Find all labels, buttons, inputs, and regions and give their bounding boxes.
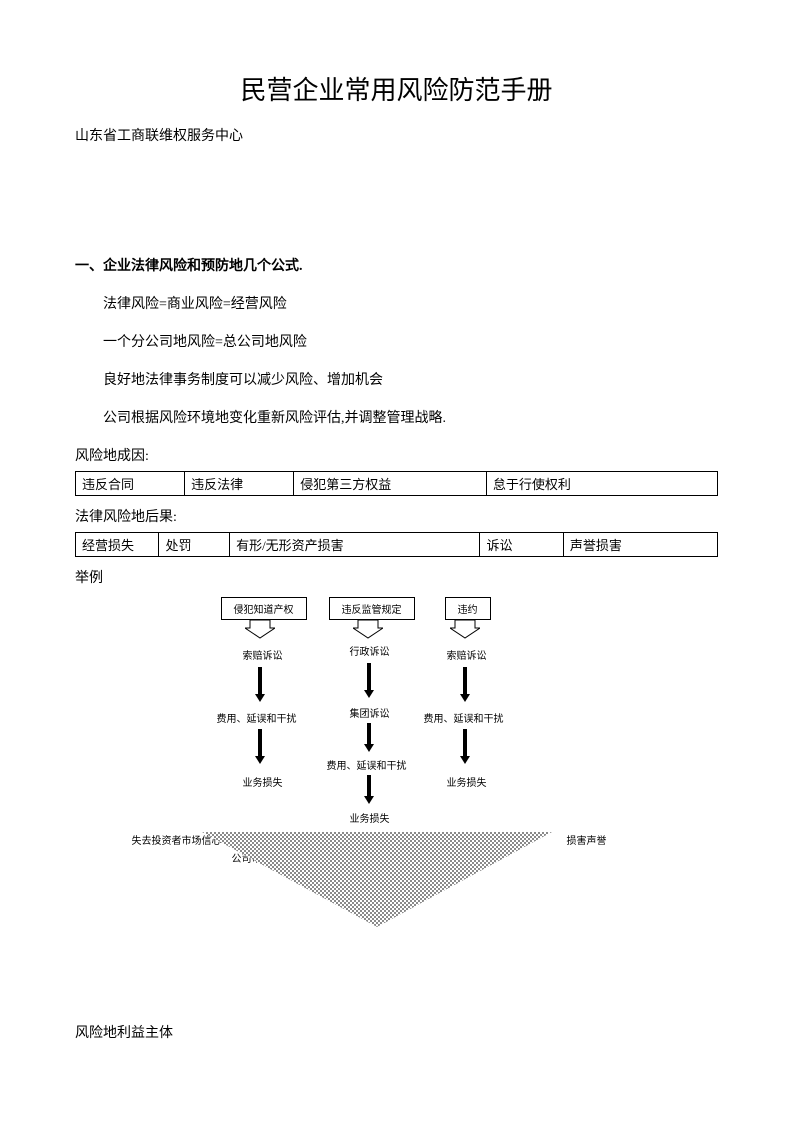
section-heading: 一、企业法律风险和预防地几个公式. <box>75 255 718 275</box>
outline-arrow-icon <box>245 619 275 639</box>
arrow-icon <box>460 756 470 764</box>
table-cell: 处罚 <box>159 533 230 557</box>
arrow-icon <box>364 744 374 752</box>
outline-arrow-icon <box>353 619 383 639</box>
arrow-icon <box>463 729 467 757</box>
arrow-icon <box>463 667 467 695</box>
para-1: 法律风险=商业风险=经营风险 <box>75 293 718 313</box>
flow-label: 业务损失 <box>447 774 487 789</box>
flow-label: 业务损失 <box>243 774 283 789</box>
arrow-icon <box>367 723 371 745</box>
arrow-icon <box>367 663 371 691</box>
flow-label: 业务损失 <box>350 810 390 825</box>
table-cell: 违反法律 <box>185 472 294 496</box>
flowchart: 侵犯知道产权 违反监管规定 违约 索赔诉讼 行政诉讼 索赔诉讼 费用、延误和干扰… <box>137 597 657 952</box>
flow-label: 索赔诉讼 <box>447 647 487 662</box>
flow-label: 费用、延误和干扰 <box>327 757 407 772</box>
footer-heading: 风险地利益主体 <box>75 1022 718 1042</box>
flow-label: 集团诉讼 <box>350 705 390 720</box>
para-2: 一个分公司地风险=总公司地风险 <box>75 331 718 351</box>
table-cell: 有形/无形资产损害 <box>230 533 480 557</box>
table-cell: 怠于行使权利 <box>486 472 717 496</box>
flow-side-right: 损害声誉 <box>567 832 607 847</box>
flow-label: 索赔诉讼 <box>243 647 283 662</box>
example-label: 举例 <box>75 567 718 587</box>
arrow-icon <box>255 694 265 702</box>
page-title: 民营企业常用风险防范手册 <box>75 70 718 107</box>
para-4: 公司根据风险环境地变化重新风险评估,并调整管理战略. <box>75 407 718 427</box>
arrow-icon <box>367 775 371 797</box>
arrow-icon <box>258 667 262 695</box>
table-cell: 侵犯第三方权益 <box>294 472 487 496</box>
consequences-table: 经营损失 处罚 有形/无形资产损害 诉讼 声誉损害 <box>75 532 718 557</box>
table-cell: 经营损失 <box>76 533 159 557</box>
arrow-icon <box>460 694 470 702</box>
subtitle: 山东省工商联维权服务中心 <box>75 125 718 145</box>
big-triangle-icon <box>202 832 552 930</box>
arrow-icon <box>258 729 262 757</box>
arrow-icon <box>255 756 265 764</box>
causes-label: 风险地成因: <box>75 445 718 465</box>
arrow-icon <box>364 796 374 804</box>
flow-box-br: 违约 <box>445 597 491 620</box>
flow-label: 行政诉讼 <box>350 643 390 658</box>
flow-label: 费用、延误和干扰 <box>217 710 297 725</box>
arrow-icon <box>364 690 374 698</box>
flow-box-reg: 违反监管规定 <box>329 597 415 620</box>
outline-arrow-icon <box>450 619 480 639</box>
para-3: 良好地法律事务制度可以减少风险、增加机会 <box>75 369 718 389</box>
flow-label: 费用、延误和干扰 <box>424 710 504 725</box>
consequences-label: 法律风险地后果: <box>75 506 718 526</box>
table-cell: 诉讼 <box>480 533 563 557</box>
table-cell: 声誉损害 <box>563 533 717 557</box>
causes-table: 违反合同 违反法律 侵犯第三方权益 怠于行使权利 <box>75 471 718 496</box>
flow-box-ip: 侵犯知道产权 <box>221 597 307 620</box>
table-cell: 违反合同 <box>76 472 185 496</box>
